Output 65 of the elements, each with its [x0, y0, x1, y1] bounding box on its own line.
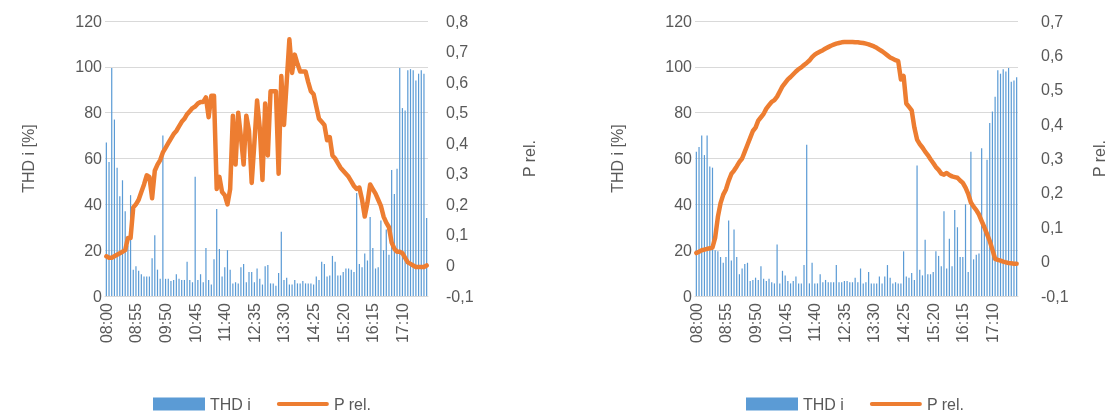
x-tick-label: 14:25 [305, 302, 323, 344]
y2-tick-label: 0,1 [446, 226, 469, 244]
y2-tick-label: 0,3 [446, 165, 469, 183]
x-tick-label: 15:20 [924, 302, 942, 344]
y2-tick-label: 0,4 [1041, 115, 1064, 133]
x-tick-label: 08:55 [717, 302, 735, 344]
x-tick-label: 10:45 [776, 302, 794, 344]
x-tick-label: 10:45 [186, 302, 204, 344]
x-tick-label: 13:30 [865, 302, 883, 344]
y2-tick-label: 0,8 [446, 12, 469, 30]
x-tick-label: 12:35 [835, 302, 853, 344]
x-tick-label: 13:30 [275, 302, 293, 344]
y-tick-label: 20 [84, 241, 103, 259]
y2-tick-label: 0 [1041, 253, 1050, 271]
y-tick-label: 0 [93, 287, 103, 305]
y2-tick-label: 0,6 [446, 73, 469, 91]
y2-tick-label: 0,4 [446, 134, 469, 152]
x-tick-label: 14:25 [895, 302, 913, 344]
x-tick-label: 08:00 [97, 302, 115, 344]
y-tick-label: 20 [674, 241, 693, 259]
x-tick-label: 17:10 [393, 302, 411, 344]
line-series [104, 37, 429, 270]
x-tick-label: 09:50 [747, 302, 765, 344]
y2-tick-label: 0,5 [446, 104, 469, 122]
y2-tick-label: 0 [446, 256, 455, 274]
x-tick-label: 12:35 [245, 302, 263, 344]
y-tick-label: 60 [674, 150, 693, 167]
y-tick-label: 40 [84, 195, 103, 213]
y2-tick-label: 0,7 [1041, 12, 1064, 30]
x-tick-label: 16:15 [364, 302, 382, 344]
y2-tick-label: -0,1 [446, 287, 474, 305]
y-tick-label: 0 [683, 287, 693, 305]
y-tick-label: 100 [665, 58, 693, 76]
y-tick-label: 120 [75, 12, 103, 30]
x-tick-label: 16:15 [954, 302, 972, 344]
y2-axis-title: P rel. [1090, 139, 1108, 178]
x-tick-label: 17:10 [983, 302, 1001, 344]
x-tick-label: 11:40 [806, 302, 824, 342]
y2-tick-label: 0,7 [446, 43, 469, 61]
y2-axis-title: P rel. [520, 139, 538, 178]
y-axis-title: THD i [%] [19, 124, 37, 193]
x-tick-label: 08:55 [127, 302, 145, 344]
legend-label: THD i [803, 395, 844, 413]
x-tick-label: 08:00 [687, 302, 705, 344]
x-tick-label: 15:20 [334, 302, 352, 344]
legend-label: THD i [210, 395, 251, 413]
y2-tick-label: 0,1 [1041, 218, 1064, 236]
x-tick-label: 09:50 [157, 302, 175, 344]
legend-label: P rel. [333, 395, 371, 413]
y-tick-label: 80 [84, 104, 103, 122]
y-tick-label: 120 [665, 12, 693, 30]
y2-tick-label: 0,2 [446, 195, 469, 213]
line-series [694, 39, 1019, 266]
y2-tick-label: 0,5 [1041, 81, 1064, 99]
x-tick-label: 11:40 [216, 302, 234, 342]
y-tick-label: 100 [75, 58, 103, 76]
y2-tick-label: 0,3 [1041, 150, 1064, 167]
y-tick-label: 40 [674, 195, 693, 213]
y-tick-label: 80 [674, 104, 693, 122]
y-axis-title: THD i [%] [608, 124, 626, 193]
y2-tick-label: -0,1 [1041, 287, 1069, 305]
y2-tick-label: 0,6 [1041, 46, 1064, 64]
y2-tick-label: 0,2 [1041, 184, 1064, 202]
y-tick-label: 60 [84, 150, 103, 167]
legend-label: P rel. [926, 395, 964, 413]
